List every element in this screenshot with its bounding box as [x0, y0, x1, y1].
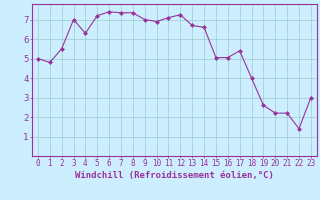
- X-axis label: Windchill (Refroidissement éolien,°C): Windchill (Refroidissement éolien,°C): [75, 171, 274, 180]
